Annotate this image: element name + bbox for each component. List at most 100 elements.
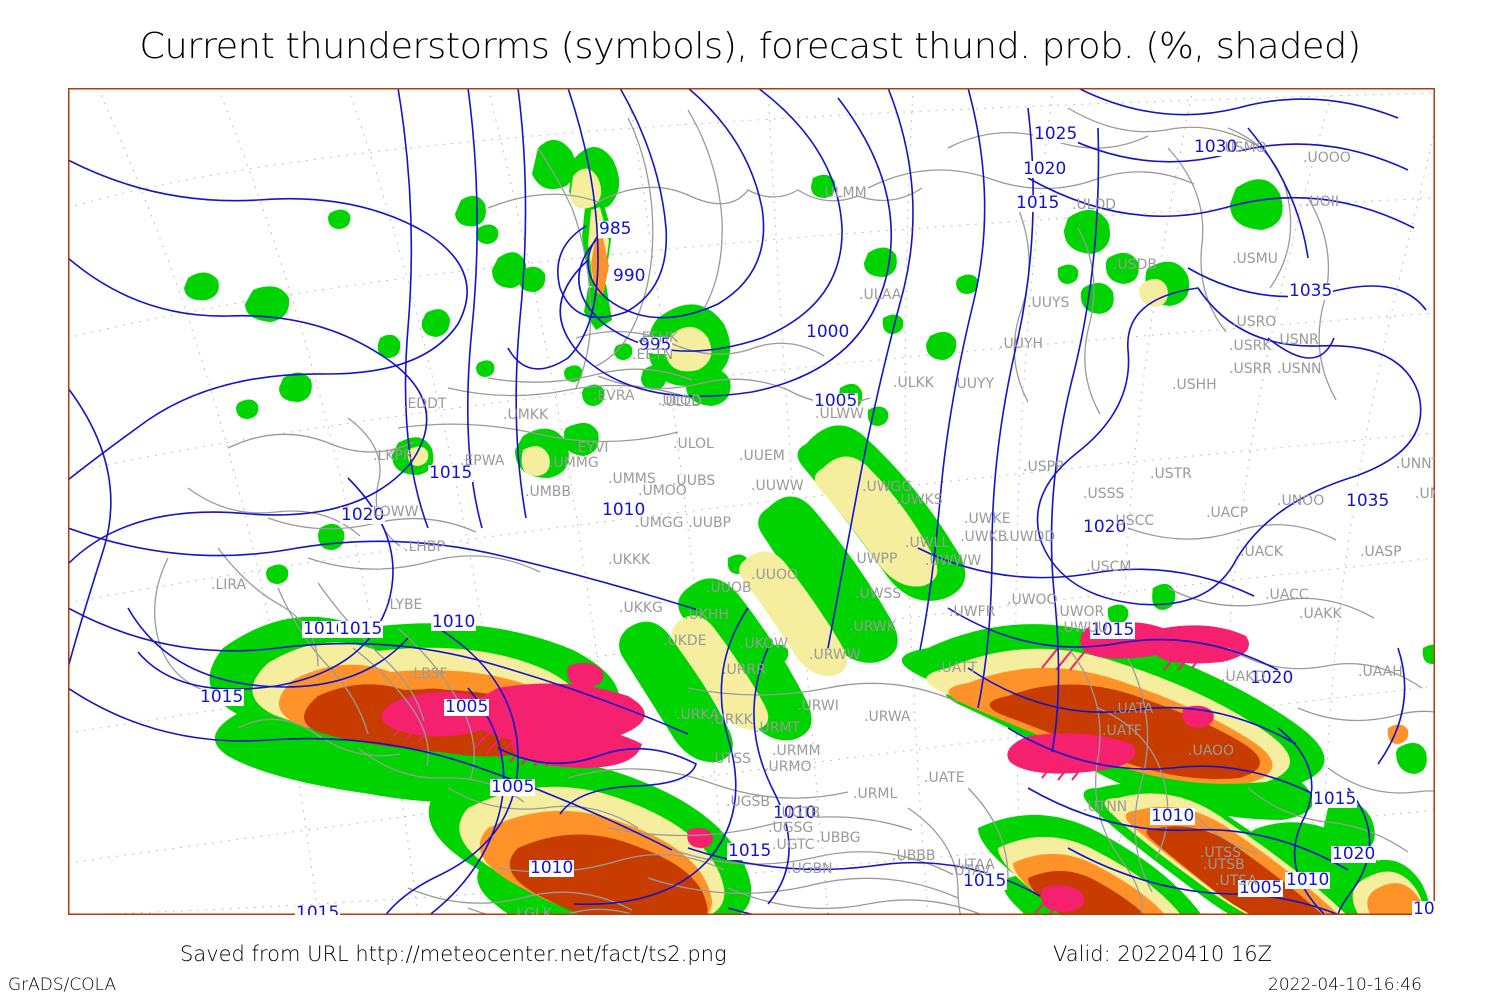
station-label: .ULMM bbox=[820, 185, 867, 201]
map-frame bbox=[68, 88, 1435, 915]
station-label: .UMKK bbox=[503, 407, 549, 423]
isobar-label: 1015 bbox=[295, 905, 341, 915]
isobar-label: 1025 bbox=[1033, 124, 1079, 144]
isobar-label: 1020 bbox=[1331, 844, 1377, 864]
station-label: .UWOR bbox=[1055, 604, 1105, 620]
station-label: .UWKE bbox=[964, 511, 1011, 527]
isobar-label: 1005 bbox=[444, 697, 490, 717]
station-label: .UWKB bbox=[960, 529, 1008, 545]
isobar-label: 1015 bbox=[1015, 193, 1061, 213]
station-label: .LKPR bbox=[373, 448, 413, 464]
station-label: .UWPP bbox=[852, 551, 898, 567]
isobar-label: 1035 bbox=[1288, 281, 1334, 301]
map-canvas[interactable]: 985 990 995 1000 1005 1005 1005 1010 1010 1010 101… bbox=[68, 88, 1435, 915]
isobar-label: 1010 bbox=[302, 619, 348, 639]
isobar-label: 1010 bbox=[1285, 870, 1331, 890]
station-label: .ULKK bbox=[893, 375, 934, 391]
station-label: .UWKS bbox=[896, 492, 943, 508]
station-label: .LYBE bbox=[385, 597, 423, 613]
station-label: .USRK bbox=[1229, 338, 1272, 354]
station-label: .ULOD bbox=[658, 393, 702, 409]
station-label: .UUYS bbox=[1027, 295, 1070, 311]
station-label: .UWSS bbox=[855, 586, 902, 602]
source-url-label: Saved from URL http://meteocenter.net/fa… bbox=[180, 942, 727, 966]
station-label: .UAAH bbox=[1358, 664, 1403, 680]
station-label: .URML bbox=[853, 786, 898, 802]
isobar-label: 990 bbox=[612, 266, 647, 286]
station-label: .EETN bbox=[632, 347, 674, 363]
station-label: .UMMS bbox=[608, 471, 656, 487]
station-label: .URWW bbox=[809, 647, 861, 663]
station-label: .UUYY bbox=[952, 376, 995, 392]
station-label: .UAOO bbox=[1188, 743, 1235, 759]
isobar-label: 1015 bbox=[199, 687, 245, 707]
station-label: .UAKD bbox=[1221, 669, 1266, 685]
station-label: .UOOO bbox=[1303, 150, 1351, 166]
station-label: .UACP bbox=[1206, 505, 1249, 521]
page-title: Current thunderstorms (symbols), forecas… bbox=[139, 26, 1361, 67]
station-label: .UATE bbox=[924, 770, 965, 786]
station-label: .USCM bbox=[1086, 559, 1132, 575]
isobar-label: 1015 bbox=[962, 871, 1008, 891]
station-label: .UUOB bbox=[706, 580, 752, 596]
station-label: .URRR bbox=[722, 662, 766, 678]
station-label: .UUEM bbox=[739, 448, 785, 464]
station-label: .UMOO bbox=[638, 483, 687, 499]
station-label: .UMBB bbox=[525, 484, 571, 500]
map-svg bbox=[68, 88, 1435, 915]
station-label: .UNBB bbox=[1415, 486, 1435, 502]
station-label: .ULAA bbox=[859, 287, 902, 303]
station-label: .UUWW bbox=[751, 478, 804, 494]
isobar-label: 1020 bbox=[1249, 668, 1295, 688]
station-label: .LGLK bbox=[512, 906, 553, 915]
station-label: .UKDE bbox=[663, 633, 707, 649]
station-label: .USPP bbox=[1023, 459, 1064, 475]
station-label: .UATF bbox=[1102, 723, 1142, 739]
station-label: .URKA bbox=[676, 707, 719, 723]
station-label: .UWUU bbox=[1059, 620, 1109, 636]
isobar-label: 1015 bbox=[338, 619, 384, 639]
station-label: .UMMG bbox=[549, 455, 599, 471]
station-label: .ULDD bbox=[1072, 197, 1117, 213]
isobar-label: 1010 bbox=[431, 612, 477, 632]
isobar-label: 1035 bbox=[1345, 491, 1391, 511]
station-label: .UWGG bbox=[862, 479, 913, 495]
station-label: .UASP bbox=[1360, 544, 1402, 560]
station-label: .UGSG bbox=[768, 820, 814, 836]
station-label: .EDDT bbox=[403, 396, 447, 412]
station-label: .UTSS bbox=[1200, 845, 1242, 861]
station-label: .UTSS bbox=[710, 751, 752, 767]
station-label: .UUYH bbox=[999, 336, 1044, 352]
station-label: .UNNT bbox=[1396, 456, 1435, 472]
isobar-label: 1015 bbox=[727, 841, 773, 861]
isobar-label: 1015 bbox=[428, 463, 474, 483]
station-label: .UMGG bbox=[635, 515, 684, 531]
station-label: .UTNN bbox=[1083, 799, 1128, 815]
isobar-label: 1010 bbox=[601, 500, 647, 520]
isobar-label: 1020 bbox=[1082, 517, 1128, 537]
station-label: .LBSF bbox=[409, 666, 448, 682]
station-label: .UUBP bbox=[688, 515, 731, 531]
station-label: .UWWW bbox=[925, 553, 982, 569]
isobar-label: 1005 bbox=[490, 777, 536, 797]
isobar-label: 1010 bbox=[1150, 806, 1196, 826]
station-label: .UTAV bbox=[950, 863, 991, 879]
station-label: .USSS bbox=[1083, 486, 1125, 502]
station-label: .UKOW bbox=[740, 636, 788, 652]
coastline-layer bbox=[154, 107, 1435, 915]
station-label: .USNR bbox=[1275, 332, 1319, 348]
timestamp-label: 2022-04-10-16:46 bbox=[1268, 975, 1422, 995]
isobar-label: 1030 bbox=[1193, 137, 1239, 157]
station-label: .USHH bbox=[1172, 377, 1217, 393]
isobar-label: 985 bbox=[598, 219, 633, 239]
station-label: .UKKG bbox=[619, 600, 663, 616]
station-label: .LHBP bbox=[404, 539, 445, 555]
station-label: .LOWW bbox=[368, 504, 419, 520]
isobar-label: 1010 bbox=[772, 803, 818, 823]
station-label: .USRR bbox=[1229, 361, 1273, 377]
isobar-layer bbox=[68, 88, 1427, 915]
station-label: .URMM bbox=[772, 743, 821, 759]
station-label: .USMU bbox=[1232, 251, 1278, 267]
producer-label: GrADS/COLA bbox=[8, 975, 117, 995]
